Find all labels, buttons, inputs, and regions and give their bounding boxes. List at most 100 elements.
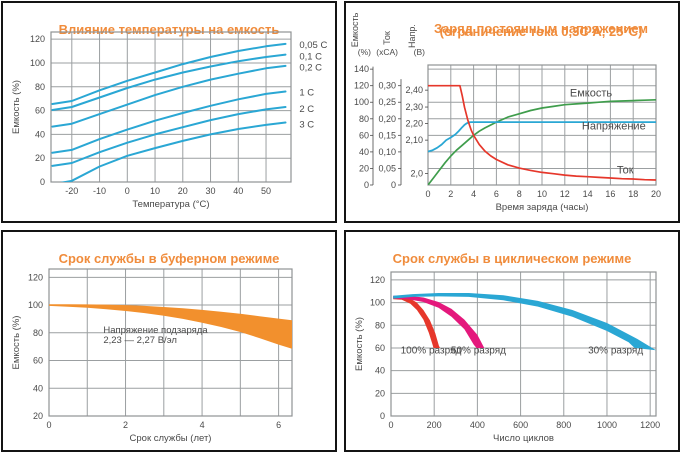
svg-text:20: 20 <box>651 189 661 199</box>
svg-text:0: 0 <box>46 420 51 430</box>
svg-text:Ток: Ток <box>617 164 634 176</box>
panel-cycle-service-life: Срок службы в циклическом режиме 0 200 400… <box>344 230 680 452</box>
svg-text:40: 40 <box>375 366 385 376</box>
svg-text:1000: 1000 <box>597 420 617 430</box>
svg-text:60: 60 <box>375 343 385 353</box>
panel-temperature-capacity: Влияние температуры на емкость -20 -10 0 10… <box>1 1 337 223</box>
svg-text:120: 120 <box>30 34 45 44</box>
svg-text:10: 10 <box>537 189 547 199</box>
svg-text:100: 100 <box>28 300 43 310</box>
svg-text:80: 80 <box>359 114 369 124</box>
svg-text:0,10: 0,10 <box>378 147 396 157</box>
svg-text:(xCA): (xCA) <box>376 47 398 57</box>
cycle-service-life-chart: 0 200 400 600 800 1000 1200 Число циклов 0 20 40 60… <box>354 271 660 444</box>
svg-text:50% разряд: 50% разряд <box>451 346 506 357</box>
svg-text:Число циклов: Число циклов <box>493 433 554 444</box>
svg-text:0,15: 0,15 <box>378 130 396 140</box>
svg-text:30% разряд: 30% разряд <box>588 346 643 357</box>
svg-text:(%): (%) <box>358 47 371 57</box>
panel-float-service-life: Срок службы в буферном режиме 0 2 4 6 Срок с… <box>1 230 337 452</box>
svg-text:Срок службы (лет): Срок службы (лет) <box>130 433 212 444</box>
svg-text:20: 20 <box>375 388 385 398</box>
svg-text:6: 6 <box>276 420 281 430</box>
svg-text:0,20: 0,20 <box>378 114 396 124</box>
svg-text:80: 80 <box>35 82 45 92</box>
svg-text:2,0: 2,0 <box>410 168 423 178</box>
svg-text:0,05: 0,05 <box>378 163 396 173</box>
svg-text:40: 40 <box>233 186 243 196</box>
svg-text:400: 400 <box>470 420 485 430</box>
svg-text:100: 100 <box>30 58 45 68</box>
svg-text:20: 20 <box>35 153 45 163</box>
chart-title-charge: Заряд постоянным напряжением <box>433 21 649 36</box>
svg-text:(B): (B) <box>414 47 426 57</box>
svg-text:-20: -20 <box>65 186 78 196</box>
svg-text:Емкость: Емкость <box>570 87 612 99</box>
svg-text:120: 120 <box>354 81 369 91</box>
svg-text:120: 120 <box>28 272 43 282</box>
svg-text:Напряжение: Напряжение <box>582 121 646 133</box>
svg-text:Ток: Ток <box>382 31 392 45</box>
svg-text:0,30: 0,30 <box>378 81 396 91</box>
svg-text:2,40: 2,40 <box>405 85 423 95</box>
svg-text:0: 0 <box>40 177 45 187</box>
svg-text:40: 40 <box>359 147 369 157</box>
svg-text:30: 30 <box>206 186 216 196</box>
svg-text:2: 2 <box>448 189 453 199</box>
svg-text:0: 0 <box>388 420 393 430</box>
svg-text:2,20: 2,20 <box>405 119 423 129</box>
svg-text:80: 80 <box>33 328 43 338</box>
svg-text:20: 20 <box>33 411 43 421</box>
svg-text:16: 16 <box>605 189 615 199</box>
svg-text:-10: -10 <box>93 186 106 196</box>
svg-text:40: 40 <box>35 129 45 139</box>
svg-text:0: 0 <box>391 180 396 190</box>
svg-text:14: 14 <box>583 189 593 199</box>
svg-text:60: 60 <box>33 356 43 366</box>
svg-text:2 C: 2 C <box>299 104 314 115</box>
panel-constant-voltage-charge: Заряд постоянным напряжением (ограничени… <box>344 1 680 223</box>
svg-text:1 C: 1 C <box>299 88 314 99</box>
svg-text:120: 120 <box>370 275 385 285</box>
svg-text:10: 10 <box>150 186 160 196</box>
svg-text:0,1 C: 0,1 C <box>299 51 322 62</box>
svg-text:Температура (°C): Температура (°C) <box>132 199 209 210</box>
svg-text:40: 40 <box>33 383 43 393</box>
float-service-life-chart: 0 2 4 6 Срок службы (лет) 20 40 60 80 100 120 Емкос… <box>11 268 293 444</box>
svg-text:3 C: 3 C <box>299 119 314 130</box>
svg-text:8: 8 <box>517 189 522 199</box>
svg-text:1200: 1200 <box>640 420 660 430</box>
svg-text:Напряжение подзаряда: Напряжение подзаряда <box>103 325 208 336</box>
svg-text:0,05 C: 0,05 C <box>299 40 327 51</box>
svg-text:0: 0 <box>364 180 369 190</box>
svg-text:2,10: 2,10 <box>405 135 423 145</box>
chart-subtitle-charge: (ограничение тока 0,3C А, 25°C) <box>439 24 643 39</box>
svg-text:4: 4 <box>471 189 476 199</box>
svg-text:140: 140 <box>354 64 369 74</box>
svg-text:0: 0 <box>425 189 430 199</box>
svg-text:2: 2 <box>123 420 128 430</box>
chart-title-float-life: Срок службы в буферном режиме <box>58 251 280 266</box>
svg-text:60: 60 <box>35 106 45 116</box>
svg-text:100: 100 <box>354 97 369 107</box>
svg-text:50: 50 <box>261 186 271 196</box>
constant-voltage-charge-chart: 0 2 4 6 8 10 12 14 16 18 20 Время заряда (часы) 0 20 4… <box>350 12 661 213</box>
svg-text:0: 0 <box>125 186 130 196</box>
svg-text:0,2 C: 0,2 C <box>299 63 322 74</box>
svg-text:20: 20 <box>178 186 188 196</box>
svg-text:18: 18 <box>628 189 638 199</box>
svg-text:800: 800 <box>556 420 571 430</box>
svg-text:6: 6 <box>494 189 499 199</box>
svg-text:4: 4 <box>200 420 205 430</box>
svg-text:Емкость: Емкость <box>350 12 360 47</box>
svg-text:Емкость (%): Емкость (%) <box>11 316 22 370</box>
svg-text:0: 0 <box>380 411 385 421</box>
svg-text:Емкость (%): Емкость (%) <box>11 80 22 134</box>
svg-text:600: 600 <box>513 420 528 430</box>
chart-title-cycle-life: Срок службы в циклическом режиме <box>392 251 632 266</box>
svg-text:60: 60 <box>359 130 369 140</box>
svg-text:Емкость (%): Емкость (%) <box>354 317 365 371</box>
svg-text:2,23 — 2,27 В/эл: 2,23 — 2,27 В/эл <box>103 335 177 346</box>
